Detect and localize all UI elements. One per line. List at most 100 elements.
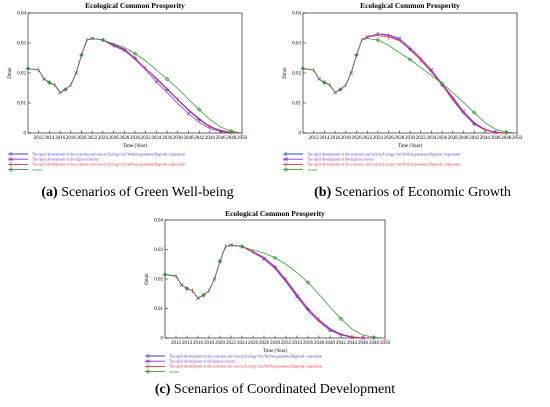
caption-c-letter: (c): [154, 382, 171, 397]
y-tick-label: 0.02: [17, 72, 26, 77]
legend: The rapid development of the economic an…: [8, 152, 185, 172]
x-tick-label: 2026: [109, 136, 120, 141]
x-tick-label: 2042: [469, 136, 480, 141]
data-point: [100, 37, 106, 43]
x-tick-label: 2044: [480, 136, 491, 141]
x-tick-label: 2022: [362, 136, 373, 141]
y-tick-label: 0.01: [292, 102, 301, 107]
caption-b-text: Scenarios of Economic Growth: [334, 185, 511, 200]
x-tick-label: 2036: [162, 136, 173, 141]
data-point: [132, 51, 138, 56]
data-point: [25, 66, 31, 71]
x-tick-label: 2020: [352, 136, 363, 141]
x-tick-label: 2030: [130, 136, 141, 141]
x-tick-label: 2020: [215, 341, 226, 346]
chart-panel-a: Ecological Common Prosperity Dmnl 0 0.01 0.0…: [0, 0, 275, 180]
legend-marker: [8, 167, 14, 172]
x-tick-label: 2018: [204, 341, 215, 346]
legend-item: current: [283, 167, 317, 172]
x-tick-label: 2024: [237, 341, 248, 346]
series-3: [164, 244, 386, 341]
series-1: [301, 32, 517, 135]
x-tick-label: 2024: [98, 136, 109, 141]
x-tick-label: 2014: [319, 136, 330, 141]
chart-title: Ecological Common Prosperity: [360, 1, 460, 10]
legend-label: The rapid development of the digital eco…: [307, 158, 374, 162]
legend-marker: [284, 152, 288, 156]
data-point: [338, 316, 344, 322]
data-point: [504, 129, 509, 135]
legend-marker: [283, 167, 289, 172]
x-tick-label: 2024: [373, 136, 384, 141]
data-point: [184, 286, 190, 291]
legend-item: The rapid development of the economic an…: [283, 162, 460, 167]
series-4: [25, 37, 243, 134]
x-tick-label: 2032: [141, 136, 152, 141]
data-point: [239, 244, 245, 249]
chart-b: Ecological Common Prosperity Dmnl 0 0.01 0.0…: [283, 1, 523, 172]
data-point: [164, 76, 170, 82]
data-point: [322, 80, 327, 85]
data-point: [162, 272, 168, 277]
legend-label: The rapid development of the economic an…: [169, 354, 322, 358]
x-tick-label: 2048: [226, 136, 237, 141]
caption-a-letter: (a): [41, 185, 58, 200]
series-line: [164, 244, 385, 339]
x-tick-label: 2030: [270, 341, 281, 346]
data-point: [305, 280, 311, 285]
x-tick-label: 2034: [426, 136, 437, 141]
x-axis-label: Time (Year): [398, 144, 423, 149]
caption-a-text: Scenarios of Green Well-being: [61, 185, 234, 200]
y-axis-label: Dmnl: [8, 67, 13, 79]
chart-panel-c: Ecological Common Prosperity Dmnl 0 0.01 0.0…: [135, 209, 415, 380]
x-tick-label: 2038: [314, 341, 325, 346]
legend-item: The rapid development of the economic an…: [8, 162, 185, 167]
data-point: [217, 259, 223, 264]
y-tick-label: 0.02: [292, 72, 301, 77]
series-4: [300, 37, 518, 135]
x-tick-label: 2050: [512, 136, 523, 141]
data-point: [354, 52, 359, 58]
chart-title: Ecological Common Prosperity: [225, 209, 325, 218]
x-tick-label: 2020: [77, 136, 88, 141]
x-tick-label: 2014: [182, 341, 193, 346]
y-axis-label: Dmnl: [283, 67, 288, 79]
caption-b: (b) Scenarios of Economic Growth: [275, 185, 550, 201]
legend-label: The rapid development of the economic an…: [32, 152, 185, 156]
x-tick-label: 2048: [501, 136, 512, 141]
series-3: [302, 34, 518, 136]
y-tick-label: 0: [24, 132, 27, 137]
plot-frame: [164, 219, 386, 339]
legend-item: The rapid development of the digital eco…: [145, 359, 236, 364]
x-tick-label: 2014: [44, 136, 55, 141]
chart-c: Ecological Common Prosperity Dmnl 0 0.01 0.0…: [145, 209, 391, 374]
x-tick-label: 2034: [292, 341, 303, 346]
series-line: [302, 38, 518, 134]
x-tick-label: 2012: [171, 341, 182, 346]
legend-label: The rapid development of the economic an…: [307, 152, 460, 156]
data-point: [201, 292, 206, 298]
y-tick-label: 0.03: [292, 42, 301, 47]
y-tick-label: 0.04: [154, 219, 163, 224]
x-tick-label: 2028: [259, 341, 270, 346]
data-point: [471, 110, 477, 115]
series-line: [27, 38, 243, 134]
data-point: [186, 111, 191, 116]
x-tick-label: 2046: [216, 136, 227, 141]
x-tick-label: 2032: [416, 136, 427, 141]
y-tick-label: 0.01: [154, 307, 163, 312]
x-tick-label: 2022: [226, 341, 237, 346]
x-tick-label: 2034: [151, 136, 162, 141]
data-point: [154, 80, 159, 84]
x-tick-label: 2012: [309, 136, 320, 141]
x-tick-label: 2032: [281, 341, 292, 346]
data-point: [407, 57, 413, 62]
legend-item: The rapid development of the economic an…: [145, 354, 322, 358]
x-tick-label: 2028: [394, 136, 405, 141]
series-line: [164, 244, 386, 339]
x-tick-label: 2050: [237, 136, 248, 141]
x-tick-label: 2036: [303, 341, 314, 346]
legend-label: current: [307, 168, 317, 172]
x-tick-label: 2044: [347, 341, 358, 346]
x-tick-label: 2044: [205, 136, 216, 141]
